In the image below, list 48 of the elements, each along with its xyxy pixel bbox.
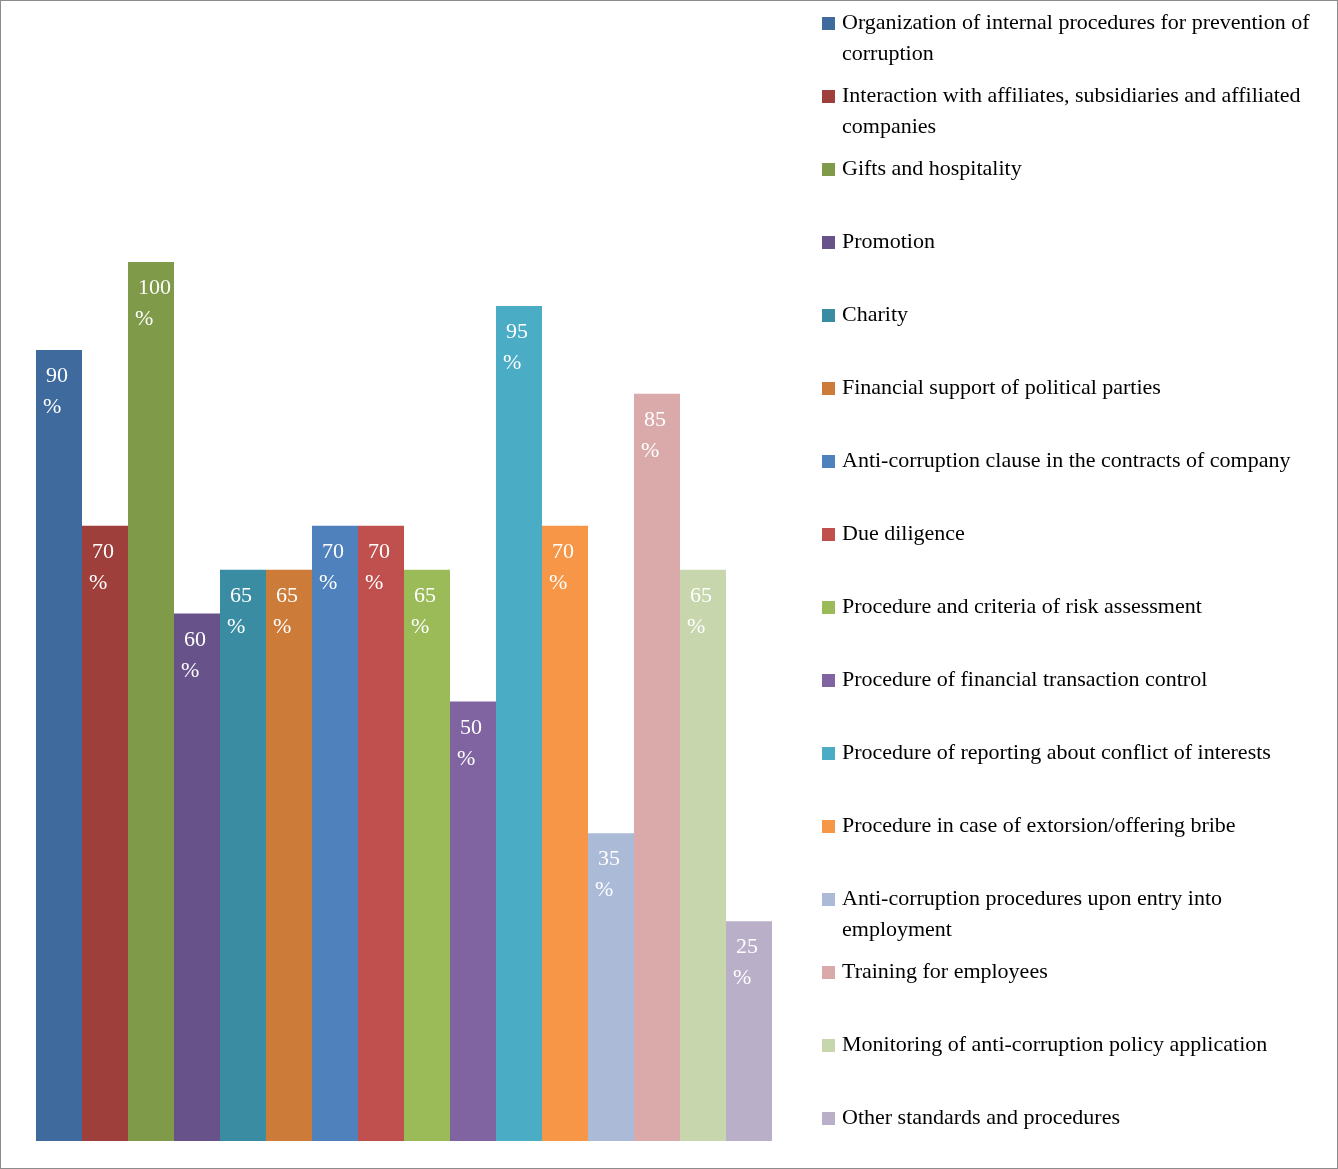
legend-label: Procedure of financial transaction control <box>842 665 1209 693</box>
legend-label: Procedure and criteria of risk assessment <box>842 592 1203 620</box>
data-label: 65 % <box>227 581 252 638</box>
bar <box>358 525 404 1141</box>
legend-label: Promotion <box>842 227 936 255</box>
data-label: 35 % <box>595 845 620 902</box>
legend-label: Procedure of reporting about conflict of interests <box>842 738 1272 766</box>
bar <box>266 569 312 1141</box>
data-label: 60 % <box>181 625 206 682</box>
data-label: 65 % <box>687 581 712 638</box>
legend-label: Monitoring of anti-corruption policy application <box>842 1030 1269 1058</box>
legend-label: Other standards and procedures <box>842 1103 1121 1131</box>
data-label: 70 % <box>549 537 574 594</box>
legend-label: Training for employees <box>842 957 1049 985</box>
data-label: 65 % <box>411 581 436 638</box>
bar <box>634 393 680 1141</box>
legend-label: Charity <box>842 300 909 328</box>
data-label: 25 % <box>733 933 758 990</box>
legend-label: Anti-corruption procedures upon entry into employment <box>842 884 1223 943</box>
data-label: 70 % <box>89 537 114 594</box>
bar <box>450 701 496 1141</box>
bar <box>726 921 772 1141</box>
data-label: 90 % <box>43 361 68 418</box>
bar <box>174 613 220 1141</box>
data-label: 85 % <box>641 405 666 462</box>
legend-label: Organization of internal procedures for prevention of corruption <box>842 8 1311 67</box>
bar <box>680 569 726 1141</box>
data-label: 95 % <box>503 317 528 374</box>
bar <box>404 569 450 1141</box>
legend-label: Anti-corruption clause in the contracts of company <box>842 446 1292 474</box>
legend-label: Due diligence <box>842 519 966 547</box>
bar <box>588 833 634 1141</box>
data-label: 70 % <box>365 537 390 594</box>
data-label: 100 % <box>135 274 171 330</box>
data-label: 50 % <box>457 713 482 770</box>
bar <box>220 569 266 1141</box>
legend-label: Financial support of political parties <box>842 373 1162 401</box>
bar <box>542 525 588 1141</box>
bar <box>128 262 174 1141</box>
bar <box>312 525 358 1141</box>
legend-label: Gifts and hospitality <box>842 154 1023 182</box>
bar <box>36 349 82 1141</box>
data-label: 65 % <box>273 581 298 638</box>
bar <box>496 305 542 1141</box>
bar <box>82 525 128 1141</box>
legend-label: Procedure in case of extorsion/offering bribe <box>842 811 1237 839</box>
data-label: 70 % <box>319 537 344 594</box>
legend-label: Interaction with affiliates, subsidiaries and affiliated companies <box>842 81 1302 140</box>
